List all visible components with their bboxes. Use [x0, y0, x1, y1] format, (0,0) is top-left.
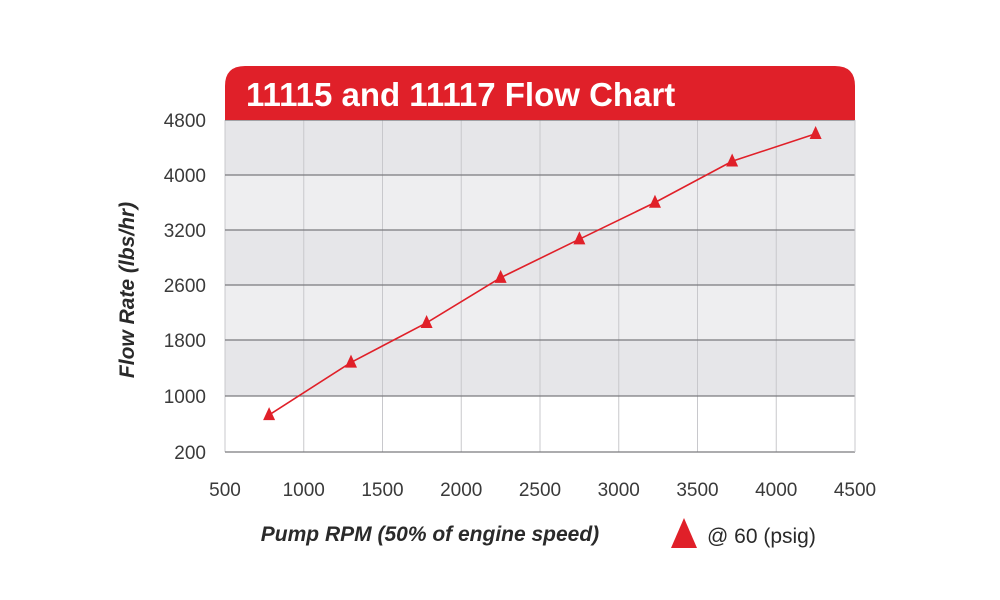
y-tick-label: 4800 [164, 111, 206, 132]
legend-marker-triangle-icon [671, 518, 697, 548]
x-tick-label: 1500 [361, 480, 403, 501]
legend: @ 60 (psig) [671, 518, 816, 548]
y-tick-label: 4000 [164, 166, 206, 187]
data-point-triangle [648, 194, 661, 208]
y-tick-label: 2600 [164, 276, 206, 297]
x-tick-label: 3500 [676, 480, 718, 501]
x-axis-title: Pump RPM (50% of engine speed) [261, 523, 599, 546]
y-tick-labels: 200 1000 1800 2600 3200 4000 4800 [164, 111, 206, 464]
x-tick-labels: 500 1000 1500 2000 2500 3000 3500 4000 4500 [209, 480, 876, 501]
x-tick-label: 2000 [440, 480, 482, 501]
x-tick-label: 500 [209, 480, 241, 501]
x-tick-label: 3000 [598, 480, 640, 501]
data-series [263, 125, 822, 421]
y-tick-label: 200 [174, 443, 206, 464]
data-point-triangle [420, 315, 433, 329]
title-banner [225, 66, 855, 120]
series-line [268, 132, 816, 416]
x-tick-label: 2500 [519, 480, 561, 501]
data-point-triangle [726, 153, 739, 167]
y-tick-label: 3200 [164, 221, 206, 242]
chart-title: 11115 and 11117 Flow Chart [246, 76, 675, 113]
y-tick-label: 1000 [164, 387, 206, 408]
data-point-triangle [345, 354, 357, 368]
x-tick-label: 4000 [755, 480, 797, 501]
data-point-triangle [263, 407, 276, 421]
y-axis-title: Flow Rate (lbs/hr) [116, 202, 139, 378]
legend-label: @ 60 (psig) [707, 525, 816, 548]
x-tick-label: 1000 [283, 480, 325, 501]
data-point-triangle [573, 231, 586, 245]
y-tick-label: 1800 [164, 331, 206, 352]
data-point-triangle [809, 125, 822, 139]
x-tick-label: 4500 [834, 480, 876, 501]
data-point-triangle [494, 269, 507, 283]
